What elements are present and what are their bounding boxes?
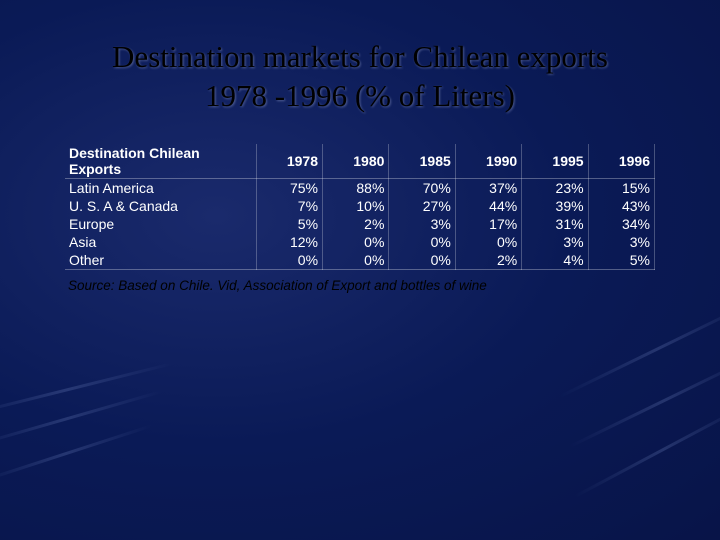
table-row: Latin America75%88%70%37%23%15%	[65, 178, 655, 197]
cell-value: 75%	[256, 178, 322, 197]
cell-value: 5%	[256, 215, 322, 233]
cell-value: 0%	[323, 233, 389, 251]
cell-value: 0%	[455, 233, 521, 251]
cell-value: 43%	[588, 197, 654, 215]
cell-value: 0%	[323, 251, 389, 270]
cell-value: 88%	[323, 178, 389, 197]
row-label: Asia	[65, 233, 256, 251]
row-label: Other	[65, 251, 256, 270]
cell-value: 23%	[522, 178, 588, 197]
cell-value: 37%	[455, 178, 521, 197]
exports-table: Destination Chilean Exports 1978 1980 19…	[65, 144, 655, 270]
title-line-1: Destination markets for Chilean exports	[0, 38, 720, 77]
cell-value: 3%	[522, 233, 588, 251]
cell-value: 17%	[455, 215, 521, 233]
cell-value: 70%	[389, 178, 455, 197]
header-year: 1996	[588, 144, 654, 179]
cell-value: 27%	[389, 197, 455, 215]
cell-value: 7%	[256, 197, 322, 215]
cell-value: 12%	[256, 233, 322, 251]
table-row: U. S. A & Canada7%10%27%44%39%43%	[65, 197, 655, 215]
header-year: 1990	[455, 144, 521, 179]
bg-streak	[569, 353, 720, 448]
table-row: Europe5%2%3%17%31%34%	[65, 215, 655, 233]
header-year: 1978	[256, 144, 322, 179]
cell-value: 34%	[588, 215, 654, 233]
row-label: Latin America	[65, 178, 256, 197]
bg-streak	[574, 401, 720, 498]
cell-value: 3%	[389, 215, 455, 233]
cell-value: 39%	[522, 197, 588, 215]
cell-value: 31%	[522, 215, 588, 233]
cell-value: 0%	[389, 233, 455, 251]
bg-streak	[0, 424, 152, 482]
cell-value: 2%	[455, 251, 521, 270]
cell-value: 5%	[588, 251, 654, 270]
data-table-container: Destination Chilean Exports 1978 1980 19…	[65, 144, 655, 270]
title-line-2: 1978 -1996 (% of Liters)	[0, 77, 720, 116]
table-row: Other0%0%0%2%4%5%	[65, 251, 655, 270]
cell-value: 0%	[256, 251, 322, 270]
table-body: Latin America75%88%70%37%23%15%U. S. A &…	[65, 178, 655, 269]
header-year: 1985	[389, 144, 455, 179]
header-year: 1980	[323, 144, 389, 179]
cell-value: 3%	[588, 233, 654, 251]
table-row: Asia12%0%0%0%3%3%	[65, 233, 655, 251]
bg-streak	[0, 362, 174, 418]
cell-value: 10%	[323, 197, 389, 215]
slide-title: Destination markets for Chilean exports …	[0, 0, 720, 116]
source-note: Source: Based on Chile. Vid, Association…	[68, 278, 720, 293]
table-header-row: Destination Chilean Exports 1978 1980 19…	[65, 144, 655, 179]
row-label: Europe	[65, 215, 256, 233]
row-label: U. S. A & Canada	[65, 197, 256, 215]
cell-value: 4%	[522, 251, 588, 270]
cell-value: 2%	[323, 215, 389, 233]
cell-value: 0%	[389, 251, 455, 270]
header-year: 1995	[522, 144, 588, 179]
cell-value: 44%	[455, 197, 521, 215]
header-label: Destination Chilean Exports	[65, 144, 256, 179]
cell-value: 15%	[588, 178, 654, 197]
